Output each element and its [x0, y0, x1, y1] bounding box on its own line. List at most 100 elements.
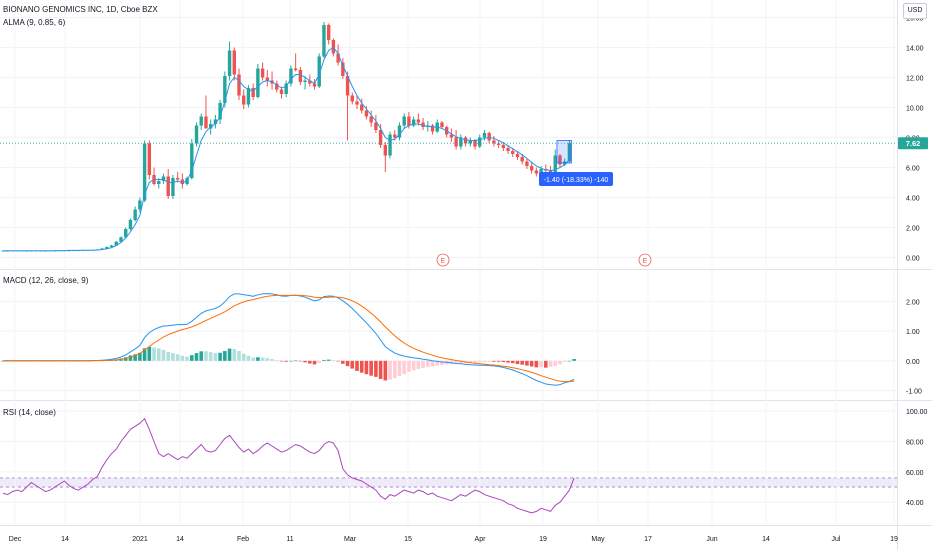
macd-histogram-bar[interactable]: [326, 359, 331, 361]
candle-body[interactable]: [312, 83, 317, 87]
macd-histogram-bar[interactable]: [397, 360, 402, 376]
candle-body[interactable]: [317, 56, 321, 87]
macd-histogram-bar[interactable]: [496, 360, 501, 362]
macd-histogram-bar[interactable]: [166, 351, 170, 361]
macd-histogram-bar[interactable]: [548, 360, 553, 367]
macd-histogram-bar[interactable]: [567, 360, 572, 362]
candle-body[interactable]: [147, 143, 152, 176]
candle-body[interactable]: [374, 122, 378, 131]
macd-histogram-bar[interactable]: [331, 360, 336, 361]
candle-body[interactable]: [454, 137, 458, 147]
candle-body[interactable]: [331, 40, 336, 54]
macd-histogram-bar[interactable]: [435, 360, 440, 366]
earnings-marker[interactable]: [638, 253, 652, 267]
macd-histogram-bar[interactable]: [152, 347, 156, 361]
candle-body[interactable]: [492, 140, 496, 144]
candle-body[interactable]: [256, 68, 260, 98]
candle-body[interactable]: [275, 83, 279, 90]
candle-body[interactable]: [232, 50, 236, 75]
macd-histogram-bar[interactable]: [171, 353, 175, 361]
candle-body[interactable]: [364, 110, 369, 117]
candle-body[interactable]: [322, 25, 326, 57]
candle-body[interactable]: [383, 145, 388, 156]
macd-histogram-bar[interactable]: [274, 360, 279, 361]
macd-histogram-bar[interactable]: [265, 358, 270, 361]
macd-histogram-bar[interactable]: [392, 360, 397, 379]
candle-body[interactable]: [298, 70, 303, 82]
macd-histogram-bar[interactable]: [359, 360, 364, 373]
candle-body[interactable]: [227, 50, 232, 77]
candle-body[interactable]: [402, 116, 406, 126]
macd-histogram-bar[interactable]: [492, 360, 496, 362]
candle-body[interactable]: [416, 119, 421, 123]
macd-histogram-bar[interactable]: [95, 360, 100, 362]
macd-histogram-bar[interactable]: [477, 360, 482, 363]
macd-histogram-bar[interactable]: [256, 357, 260, 361]
alma-line[interactable]: [3, 46, 570, 252]
measure-label-box[interactable]: [539, 172, 613, 186]
macd-histogram-bar[interactable]: [355, 360, 359, 371]
candle-body[interactable]: [336, 53, 340, 63]
candle-body[interactable]: [180, 179, 185, 185]
candle-body[interactable]: [350, 95, 354, 102]
candle-body[interactable]: [175, 178, 180, 180]
macd-histogram-bar[interactable]: [208, 352, 213, 361]
macd-histogram-bar[interactable]: [558, 360, 562, 365]
macd-histogram-bar[interactable]: [572, 359, 576, 361]
macd-histogram-bar[interactable]: [298, 360, 303, 362]
candle-body[interactable]: [411, 119, 416, 126]
candle-body[interactable]: [242, 95, 246, 105]
candle-body[interactable]: [124, 229, 128, 238]
macd-histogram-bar[interactable]: [312, 360, 317, 365]
candle-body[interactable]: [161, 176, 166, 182]
candle-body[interactable]: [279, 89, 284, 95]
macd-histogram-bar[interactable]: [378, 360, 383, 379]
candle-body[interactable]: [100, 248, 104, 250]
macd-histogram-bar[interactable]: [468, 360, 473, 363]
signal-line[interactable]: [3, 294, 575, 383]
candle-body[interactable]: [237, 74, 241, 96]
last-price-tag[interactable]: [898, 137, 928, 150]
candle-body[interactable]: [199, 116, 203, 126]
candle-body[interactable]: [393, 134, 397, 138]
candle-body[interactable]: [142, 143, 147, 201]
macd-histogram-bar[interactable]: [128, 355, 133, 361]
candle-body[interactable]: [171, 178, 175, 196]
macd-histogram-bar[interactable]: [487, 360, 491, 362]
candle-body[interactable]: [194, 125, 199, 144]
macd-histogram-bar[interactable]: [279, 360, 284, 362]
candle-body[interactable]: [378, 130, 383, 145]
macd-histogram-bar[interactable]: [303, 360, 307, 363]
macd-histogram-bar[interactable]: [534, 360, 539, 368]
candle-body[interactable]: [308, 80, 312, 84]
candle-body[interactable]: [482, 133, 487, 138]
candle-body[interactable]: [166, 176, 170, 197]
earnings-marker[interactable]: [436, 253, 450, 267]
macd-histogram-bar[interactable]: [204, 351, 208, 361]
candle-body[interactable]: [260, 68, 265, 78]
macd-histogram-bar[interactable]: [506, 360, 510, 363]
candle-body[interactable]: [407, 116, 411, 126]
macd-histogram-bar[interactable]: [190, 355, 194, 361]
candle-body[interactable]: [449, 134, 454, 138]
candle-body[interactable]: [388, 134, 392, 156]
macd-histogram-bar[interactable]: [426, 360, 430, 368]
candle-body[interactable]: [515, 154, 520, 157]
candle-body[interactable]: [133, 209, 137, 221]
candle-body[interactable]: [511, 151, 515, 154]
macd-histogram-bar[interactable]: [515, 360, 520, 365]
macd-histogram-bar[interactable]: [293, 360, 298, 362]
candle-body[interactable]: [213, 119, 218, 125]
candle-body[interactable]: [369, 116, 373, 123]
macd-line[interactable]: [3, 293, 575, 386]
macd-histogram-bar[interactable]: [147, 346, 152, 361]
candle-body[interactable]: [208, 124, 213, 129]
macd-histogram-bar[interactable]: [416, 360, 421, 369]
candle-body[interactable]: [501, 145, 506, 148]
macd-histogram-bar[interactable]: [421, 360, 425, 368]
candle-body[interactable]: [463, 137, 468, 144]
candle-body[interactable]: [468, 140, 472, 144]
macd-histogram-bar[interactable]: [529, 360, 534, 367]
macd-histogram-bar[interactable]: [473, 360, 477, 363]
macd-histogram-bar[interactable]: [336, 360, 340, 362]
